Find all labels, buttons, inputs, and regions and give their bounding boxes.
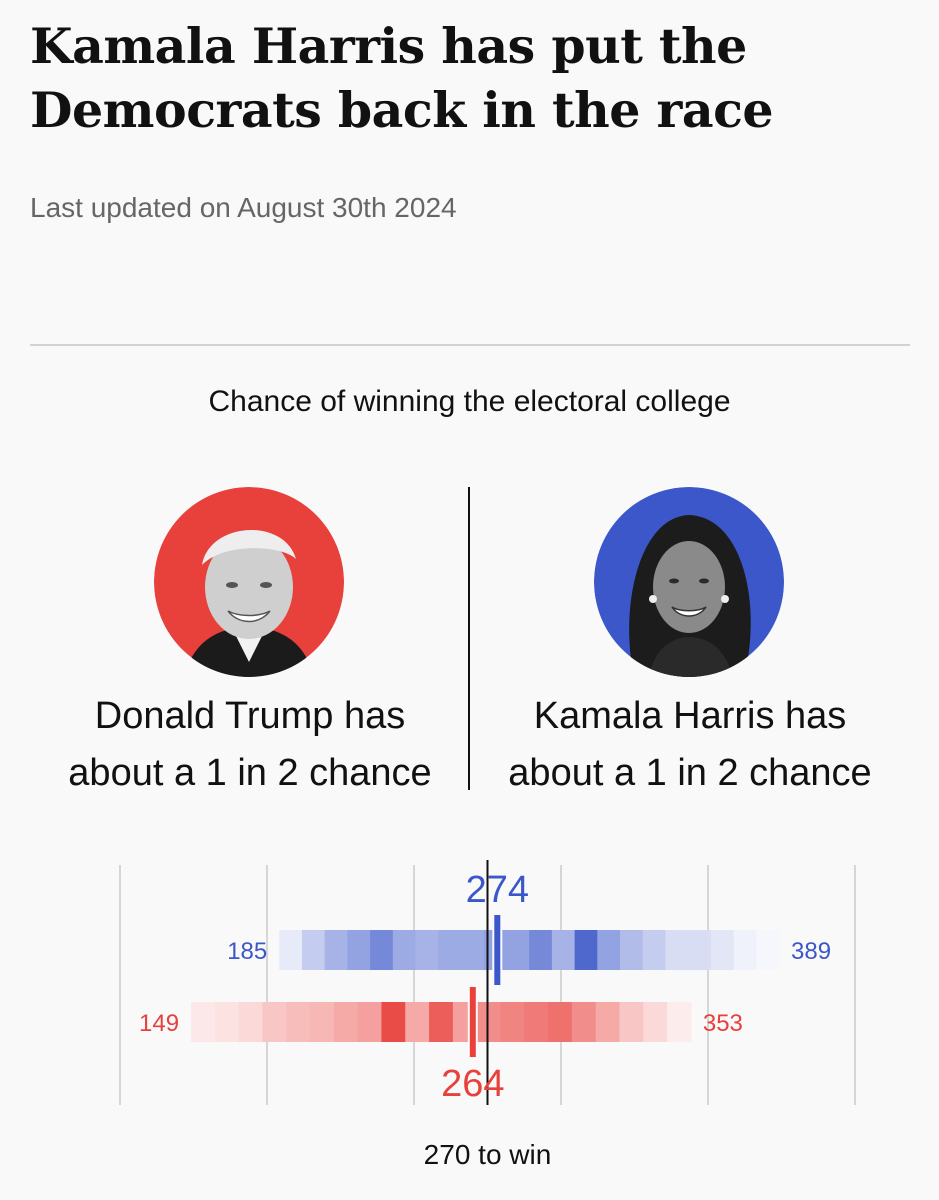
distribution-bin <box>667 1002 692 1042</box>
candidate-divider <box>468 487 470 790</box>
distribution-bin <box>286 1002 311 1042</box>
distribution-bin <box>571 1002 597 1042</box>
trump-chance-line2: about a 1 in 2 chance <box>68 752 432 794</box>
distribution-bin <box>381 1002 406 1042</box>
trump-avatar <box>154 487 344 677</box>
distribution-bin <box>574 930 598 970</box>
distribution-bin <box>301 930 326 970</box>
distribution-bin <box>688 930 712 970</box>
distribution-bin <box>756 930 780 970</box>
distribution-bin <box>710 930 735 970</box>
distribution-bin <box>529 930 553 970</box>
distribution-bin <box>643 1002 668 1042</box>
distribution-bin <box>405 1002 430 1042</box>
distribution-bin <box>548 1002 573 1042</box>
distribution-bin <box>429 1002 454 1042</box>
distribution-bin <box>279 930 303 970</box>
median-label: 274 <box>466 869 529 911</box>
last-updated: Last updated on August 30th 2024 <box>30 192 457 223</box>
distribution-bin <box>500 1002 525 1042</box>
median-marker <box>467 985 478 1059</box>
trump-chance-text: Donald Trump has about a 1 in 2 chance <box>40 688 460 802</box>
distribution-bin <box>620 930 644 970</box>
distribution-bin <box>310 1002 335 1042</box>
trump-chance-line1: Donald Trump has <box>94 695 406 737</box>
distribution-bin <box>333 1002 359 1042</box>
distribution-bin <box>415 930 439 970</box>
range-min-label: 185 <box>227 938 267 965</box>
median-label: 264 <box>441 1063 504 1105</box>
distribution-bin <box>324 930 349 970</box>
distribution-bin <box>238 1002 264 1042</box>
distribution-bin <box>460 930 485 970</box>
electoral-distribution-chart: 185 389 149 353 274 264 270 to win <box>119 860 856 1170</box>
distribution-bin <box>665 930 689 970</box>
distribution-bin <box>597 930 621 970</box>
distribution-bin <box>438 930 462 970</box>
distribution-bin <box>347 930 371 970</box>
distribution-bin <box>262 1002 287 1042</box>
harris-avatar <box>594 487 784 677</box>
harris-chance-line1: Kamala Harris has <box>533 695 847 737</box>
distribution-bin <box>642 930 667 970</box>
distribution-bin <box>733 930 757 970</box>
distribution-bin <box>619 1002 644 1042</box>
threshold-label: 270 to win <box>424 1139 552 1170</box>
range-min-label: 149 <box>139 1010 179 1037</box>
median-marker <box>492 913 503 987</box>
range-max-label: 353 <box>703 1010 743 1037</box>
distribution-bin <box>191 1002 216 1042</box>
distribution-bin <box>392 930 417 970</box>
range-max-label: 389 <box>791 938 831 965</box>
distribution-bin <box>357 1002 383 1042</box>
harris-chance-line2: about a 1 in 2 chance <box>508 752 872 794</box>
section-divider <box>30 344 910 346</box>
distribution-bin <box>370 930 394 970</box>
distribution-bin <box>595 1002 621 1042</box>
distribution-bin <box>506 930 530 970</box>
distribution-bin <box>551 930 576 970</box>
distribution-bin <box>524 1002 549 1042</box>
harris-chance-text: Kamala Harris has about a 1 in 2 chance <box>480 688 900 802</box>
chart-title: Chance of winning the electoral college <box>208 385 731 418</box>
distribution-bin <box>476 1002 502 1042</box>
distribution-bin <box>214 1002 240 1042</box>
headline: Kamala Harris has put the Democrats back… <box>30 17 774 139</box>
